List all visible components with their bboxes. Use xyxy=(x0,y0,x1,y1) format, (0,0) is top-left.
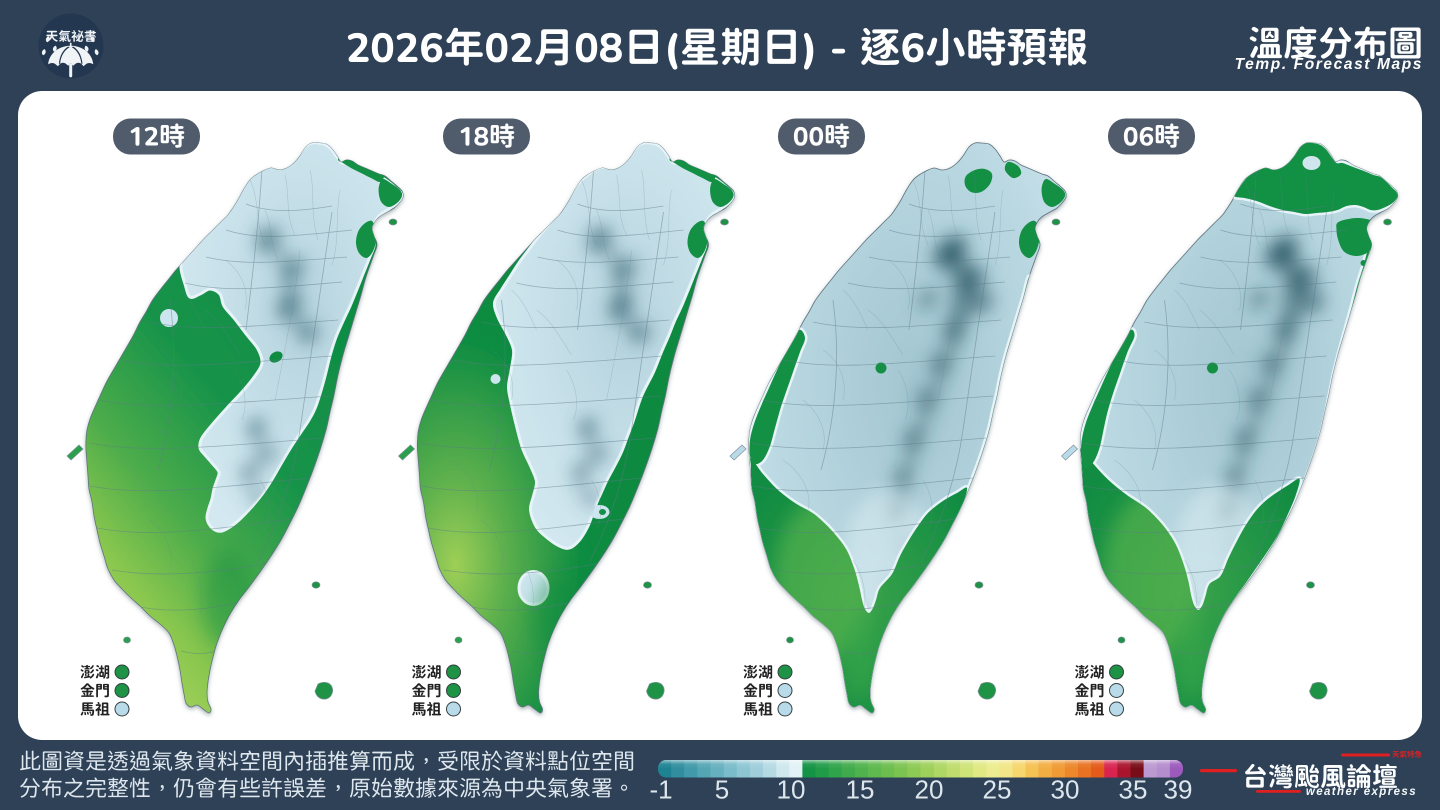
svg-text:35: 35 xyxy=(1119,775,1148,805)
svg-text:weather express: weather express xyxy=(1306,786,1417,798)
svg-text:39: 39 xyxy=(1164,775,1193,805)
svg-text:Temp. Forecast Maps: Temp. Forecast Maps xyxy=(1235,56,1423,73)
svg-text:25: 25 xyxy=(983,775,1012,805)
svg-text:30: 30 xyxy=(1051,775,1080,805)
svg-text:5: 5 xyxy=(715,775,729,805)
svg-text:-1: -1 xyxy=(649,775,672,805)
svg-text:10: 10 xyxy=(777,775,806,805)
svg-text:20: 20 xyxy=(915,775,944,805)
svg-text:15: 15 xyxy=(846,775,875,805)
